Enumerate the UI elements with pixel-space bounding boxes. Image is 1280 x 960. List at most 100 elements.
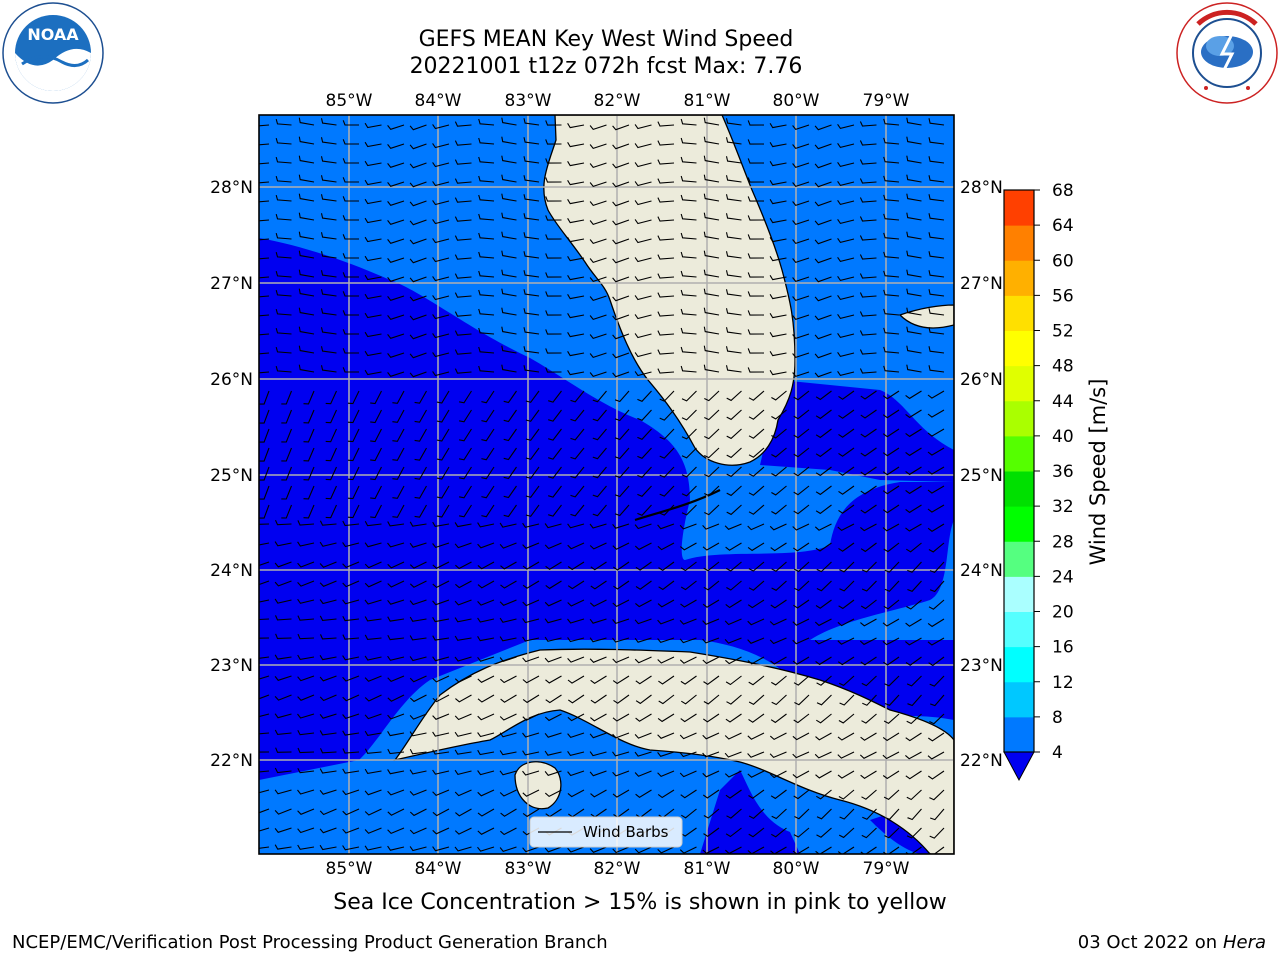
wind-barb <box>364 616 382 622</box>
wind-barb <box>545 291 562 297</box>
wind-barb <box>680 137 697 145</box>
wind-barb <box>409 181 427 188</box>
wind-barb <box>839 561 855 573</box>
wind-barb <box>259 276 270 279</box>
wind-barb <box>503 390 517 404</box>
wind-barb <box>567 846 585 853</box>
map-legend: Wind Barbs <box>529 816 683 848</box>
wind-barb <box>906 269 922 278</box>
wind-barb <box>589 162 607 169</box>
wind-barb <box>409 333 427 340</box>
wind-barb <box>298 345 315 354</box>
wind-barb <box>882 466 900 476</box>
wind-barb <box>838 409 855 419</box>
wind-barb <box>634 371 652 377</box>
wind-barb <box>927 409 945 418</box>
wind-barb <box>680 542 697 551</box>
wind-barb <box>319 655 337 661</box>
wind-barb <box>905 447 922 457</box>
wind-barb <box>319 541 337 547</box>
wind-barb <box>364 293 382 300</box>
wind-barb <box>928 346 945 354</box>
wind-barb <box>681 694 697 705</box>
wind-barb <box>409 238 427 245</box>
wind-barb <box>320 118 337 126</box>
wind-barb <box>454 675 472 683</box>
wind-barb <box>454 656 472 662</box>
footer-host: Hera <box>1222 932 1266 953</box>
wind-barb <box>905 656 922 666</box>
wind-barb <box>590 580 607 590</box>
wind-barb <box>545 272 562 278</box>
wind-barb <box>477 827 495 835</box>
wind-barb <box>703 174 720 183</box>
wind-barb <box>612 181 630 188</box>
wind-barb <box>905 770 922 780</box>
wind-barb <box>815 466 832 477</box>
wind-barb <box>703 307 720 316</box>
wind-barb <box>838 713 855 724</box>
wind-barb <box>657 292 675 298</box>
wind-barb <box>814 238 832 245</box>
colorbar-segment <box>1004 471 1034 507</box>
colorbar-tick-label: 68 <box>1052 181 1074 201</box>
wind-barb <box>458 390 472 404</box>
wind-barb <box>432 769 450 775</box>
wind-barb <box>907 580 922 592</box>
wind-barb <box>680 118 697 126</box>
wind-barb <box>409 827 427 835</box>
wind-barb <box>525 390 540 403</box>
wind-barb <box>769 618 787 626</box>
wind-barb <box>748 466 765 477</box>
wind-barb <box>769 142 787 148</box>
wind-barb <box>409 124 427 131</box>
wind-barb <box>342 215 359 221</box>
wind-barb <box>793 675 810 686</box>
wind-barb <box>589 314 607 321</box>
colorbar-segment <box>1004 400 1034 437</box>
wind-barb <box>928 289 945 297</box>
wind-barb <box>414 428 427 442</box>
wind-barb <box>259 466 270 481</box>
wind-barb <box>522 561 540 570</box>
wind-barb <box>545 675 562 684</box>
wind-barb <box>725 232 742 240</box>
wind-barb <box>792 523 810 531</box>
wind-barb <box>409 846 427 852</box>
wind-barb <box>523 346 540 354</box>
wind-barb <box>478 118 495 126</box>
wind-barb <box>837 751 855 759</box>
wind-barb <box>432 694 450 703</box>
wind-barb <box>657 311 675 317</box>
wind-barb <box>458 447 472 461</box>
wind-barb <box>747 329 765 335</box>
wind-barb <box>747 234 765 240</box>
wind-barb <box>680 561 697 572</box>
wind-barb <box>454 635 472 641</box>
lon-label-top: 83°W <box>505 91 552 111</box>
wind-barb <box>325 485 338 500</box>
wind-barb <box>725 713 742 723</box>
wind-barb <box>680 327 697 335</box>
wind-barb <box>771 675 787 686</box>
wind-barb <box>297 615 315 621</box>
wind-barb <box>861 580 877 592</box>
wind-barb <box>679 523 697 530</box>
wind-barb <box>544 523 562 529</box>
wind-barb <box>635 561 652 571</box>
lat-label-right: 25°N <box>960 466 1003 486</box>
wind-barb <box>905 485 922 495</box>
wind-barb <box>392 428 405 442</box>
wind-barb <box>748 789 765 799</box>
wind-barb <box>298 231 315 240</box>
wind-barb <box>567 237 585 243</box>
wind-barb <box>815 599 832 609</box>
wind-barb <box>747 770 765 778</box>
florida-land <box>530 115 796 466</box>
wind-barb <box>281 428 293 443</box>
wind-barb <box>522 675 540 684</box>
wind-barb <box>679 732 697 740</box>
wind-barb <box>928 308 945 316</box>
wind-barb <box>906 250 922 259</box>
wind-barb <box>589 181 607 188</box>
